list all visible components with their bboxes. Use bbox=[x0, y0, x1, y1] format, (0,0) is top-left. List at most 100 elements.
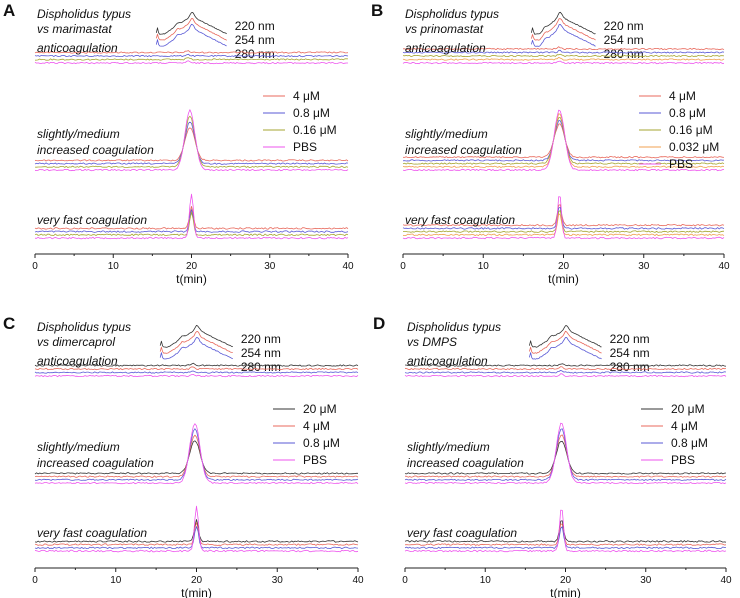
trace-PBS bbox=[34, 374, 359, 378]
legend-label: 20 μM bbox=[303, 402, 337, 416]
legend-label: 0.16 μM bbox=[669, 123, 713, 137]
x-tick-label: 30 bbox=[272, 575, 284, 586]
section-3: very fast coagulation bbox=[404, 509, 727, 553]
trace-4-μM bbox=[402, 204, 725, 227]
uv-legend-item: 220 nm bbox=[235, 19, 275, 33]
uv-trace-280-nm bbox=[159, 337, 233, 360]
section-label-line1: slightly/medium bbox=[37, 440, 120, 454]
uv-trace-254-nm bbox=[529, 330, 602, 354]
trace-20-μM bbox=[404, 520, 727, 543]
trace-20-μM bbox=[404, 363, 727, 367]
trace-20-μM bbox=[34, 362, 359, 367]
trace-PBS bbox=[402, 60, 725, 65]
concentration-legend: 4 μM 0.8 μM 0.16 μM PBS bbox=[263, 89, 337, 154]
section-2: slightly/medium increased coagulation bbox=[34, 423, 359, 485]
x-tick-label: 10 bbox=[478, 261, 490, 272]
trace-PBS bbox=[34, 109, 349, 172]
x-tick-label: 20 bbox=[558, 261, 570, 272]
section-label-line1: slightly/medium bbox=[37, 127, 120, 141]
uv-trace-280-nm bbox=[155, 23, 227, 47]
legend-label: 4 μM bbox=[293, 89, 320, 103]
trace-4-μM bbox=[404, 434, 727, 478]
trace-0.8-μM bbox=[34, 370, 359, 374]
section-2: slightly/medium increased coagulation bbox=[34, 109, 349, 172]
trace-0.16-μM bbox=[34, 57, 349, 61]
x-tick-label: 0 bbox=[400, 261, 406, 272]
trace-4-μM bbox=[404, 366, 727, 371]
x-axis-label: t(min) bbox=[548, 272, 579, 286]
trace-0.8-μM bbox=[34, 428, 359, 481]
trace-0.8-μM bbox=[404, 428, 727, 481]
section-1: anticoagulation bbox=[34, 41, 349, 65]
uv-trace-220-nm bbox=[529, 325, 602, 348]
x-axis-label: t(min) bbox=[176, 272, 207, 286]
legend-label: 4 μM bbox=[669, 89, 696, 103]
trace-4-μM bbox=[403, 46, 725, 51]
x-tick-label: 30 bbox=[638, 261, 650, 272]
x-tick-label: 20 bbox=[560, 575, 572, 586]
trace-4-μM bbox=[34, 366, 359, 371]
x-tick-label: 40 bbox=[352, 575, 364, 586]
section-2: slightly/medium increased coagulation bbox=[402, 109, 725, 172]
x-axis-label: t(min) bbox=[181, 586, 212, 598]
uv-legend-item: 280 nm bbox=[610, 360, 650, 374]
trace-0.8-μM bbox=[402, 207, 725, 230]
trace-20-μM bbox=[404, 440, 727, 475]
uv-trace-220-nm bbox=[531, 11, 596, 35]
legend-label: 4 μM bbox=[303, 419, 330, 433]
uv-legend-item: 220 nm bbox=[604, 19, 644, 33]
section-label-line2: increased coagulation bbox=[405, 143, 522, 157]
panel-title-line2: vs marimastat bbox=[37, 22, 112, 36]
section-1: anticoagulation bbox=[34, 354, 359, 378]
trace-PBS bbox=[34, 193, 349, 240]
trace-0.8-μM bbox=[34, 53, 349, 58]
section-label-line1: slightly/medium bbox=[405, 127, 488, 141]
panel-letter: C bbox=[3, 314, 15, 333]
section-label: anticoagulation bbox=[37, 354, 118, 368]
trace-0.16-μM bbox=[402, 53, 725, 58]
section-3: very fast coagulation bbox=[402, 196, 725, 240]
trace-PBS bbox=[34, 60, 348, 65]
trace-4-μM bbox=[34, 521, 359, 546]
uv-legend-item: 254 nm bbox=[241, 346, 281, 360]
panel-letter: D bbox=[373, 314, 385, 333]
trace-20-μM bbox=[34, 519, 359, 543]
trace-0.8-μM bbox=[34, 121, 349, 165]
panel-letter: B bbox=[371, 1, 383, 20]
section-label-line2: increased coagulation bbox=[37, 456, 154, 470]
uv-legend-item: 280 nm bbox=[241, 360, 281, 374]
uv-trace-280-nm bbox=[531, 24, 596, 47]
trace-0.16-μM bbox=[34, 115, 349, 168]
uv-trace-280-nm bbox=[529, 337, 602, 360]
section-label: very fast coagulation bbox=[407, 526, 517, 540]
trace-PBS bbox=[34, 505, 359, 553]
trace-0.8-μM bbox=[34, 526, 359, 549]
section-1: anticoagulation bbox=[404, 354, 727, 378]
trace-PBS bbox=[404, 509, 727, 553]
trace-0.8-μM bbox=[404, 370, 727, 374]
uv-legend-item: 220 nm bbox=[610, 332, 650, 346]
uv-trace-254-nm bbox=[155, 18, 227, 41]
trace-20-μM bbox=[34, 440, 358, 475]
panel-title-line1: Dispholidus typus bbox=[405, 7, 499, 21]
trace-0.8-μM bbox=[34, 209, 349, 233]
panel-title-line1: Dispholidus typus bbox=[407, 320, 501, 334]
uv-trace-254-nm bbox=[159, 331, 233, 354]
concentration-legend: 4 μM 0.8 μM 0.16 μM 0.032 μM PBS bbox=[639, 89, 719, 171]
x-tick-label: 10 bbox=[108, 261, 120, 272]
trace-0.8-μM bbox=[402, 49, 725, 54]
trace-PBS bbox=[402, 109, 725, 172]
concentration-legend: 20 μM 4 μM 0.8 μM PBS bbox=[641, 402, 708, 467]
legend-label: 0.032 μM bbox=[669, 140, 719, 154]
trace-PBS bbox=[404, 422, 727, 485]
x-tick-label: 0 bbox=[32, 575, 38, 586]
panel-letter: A bbox=[3, 1, 15, 20]
section-label: anticoagulation bbox=[407, 354, 488, 368]
trace-PBS bbox=[34, 423, 359, 485]
panel-title-line2: vs dimercaprol bbox=[37, 335, 115, 349]
legend-label: 0.8 μM bbox=[669, 106, 706, 120]
legend-label: 0.8 μM bbox=[303, 436, 340, 450]
legend-label: PBS bbox=[671, 453, 695, 467]
